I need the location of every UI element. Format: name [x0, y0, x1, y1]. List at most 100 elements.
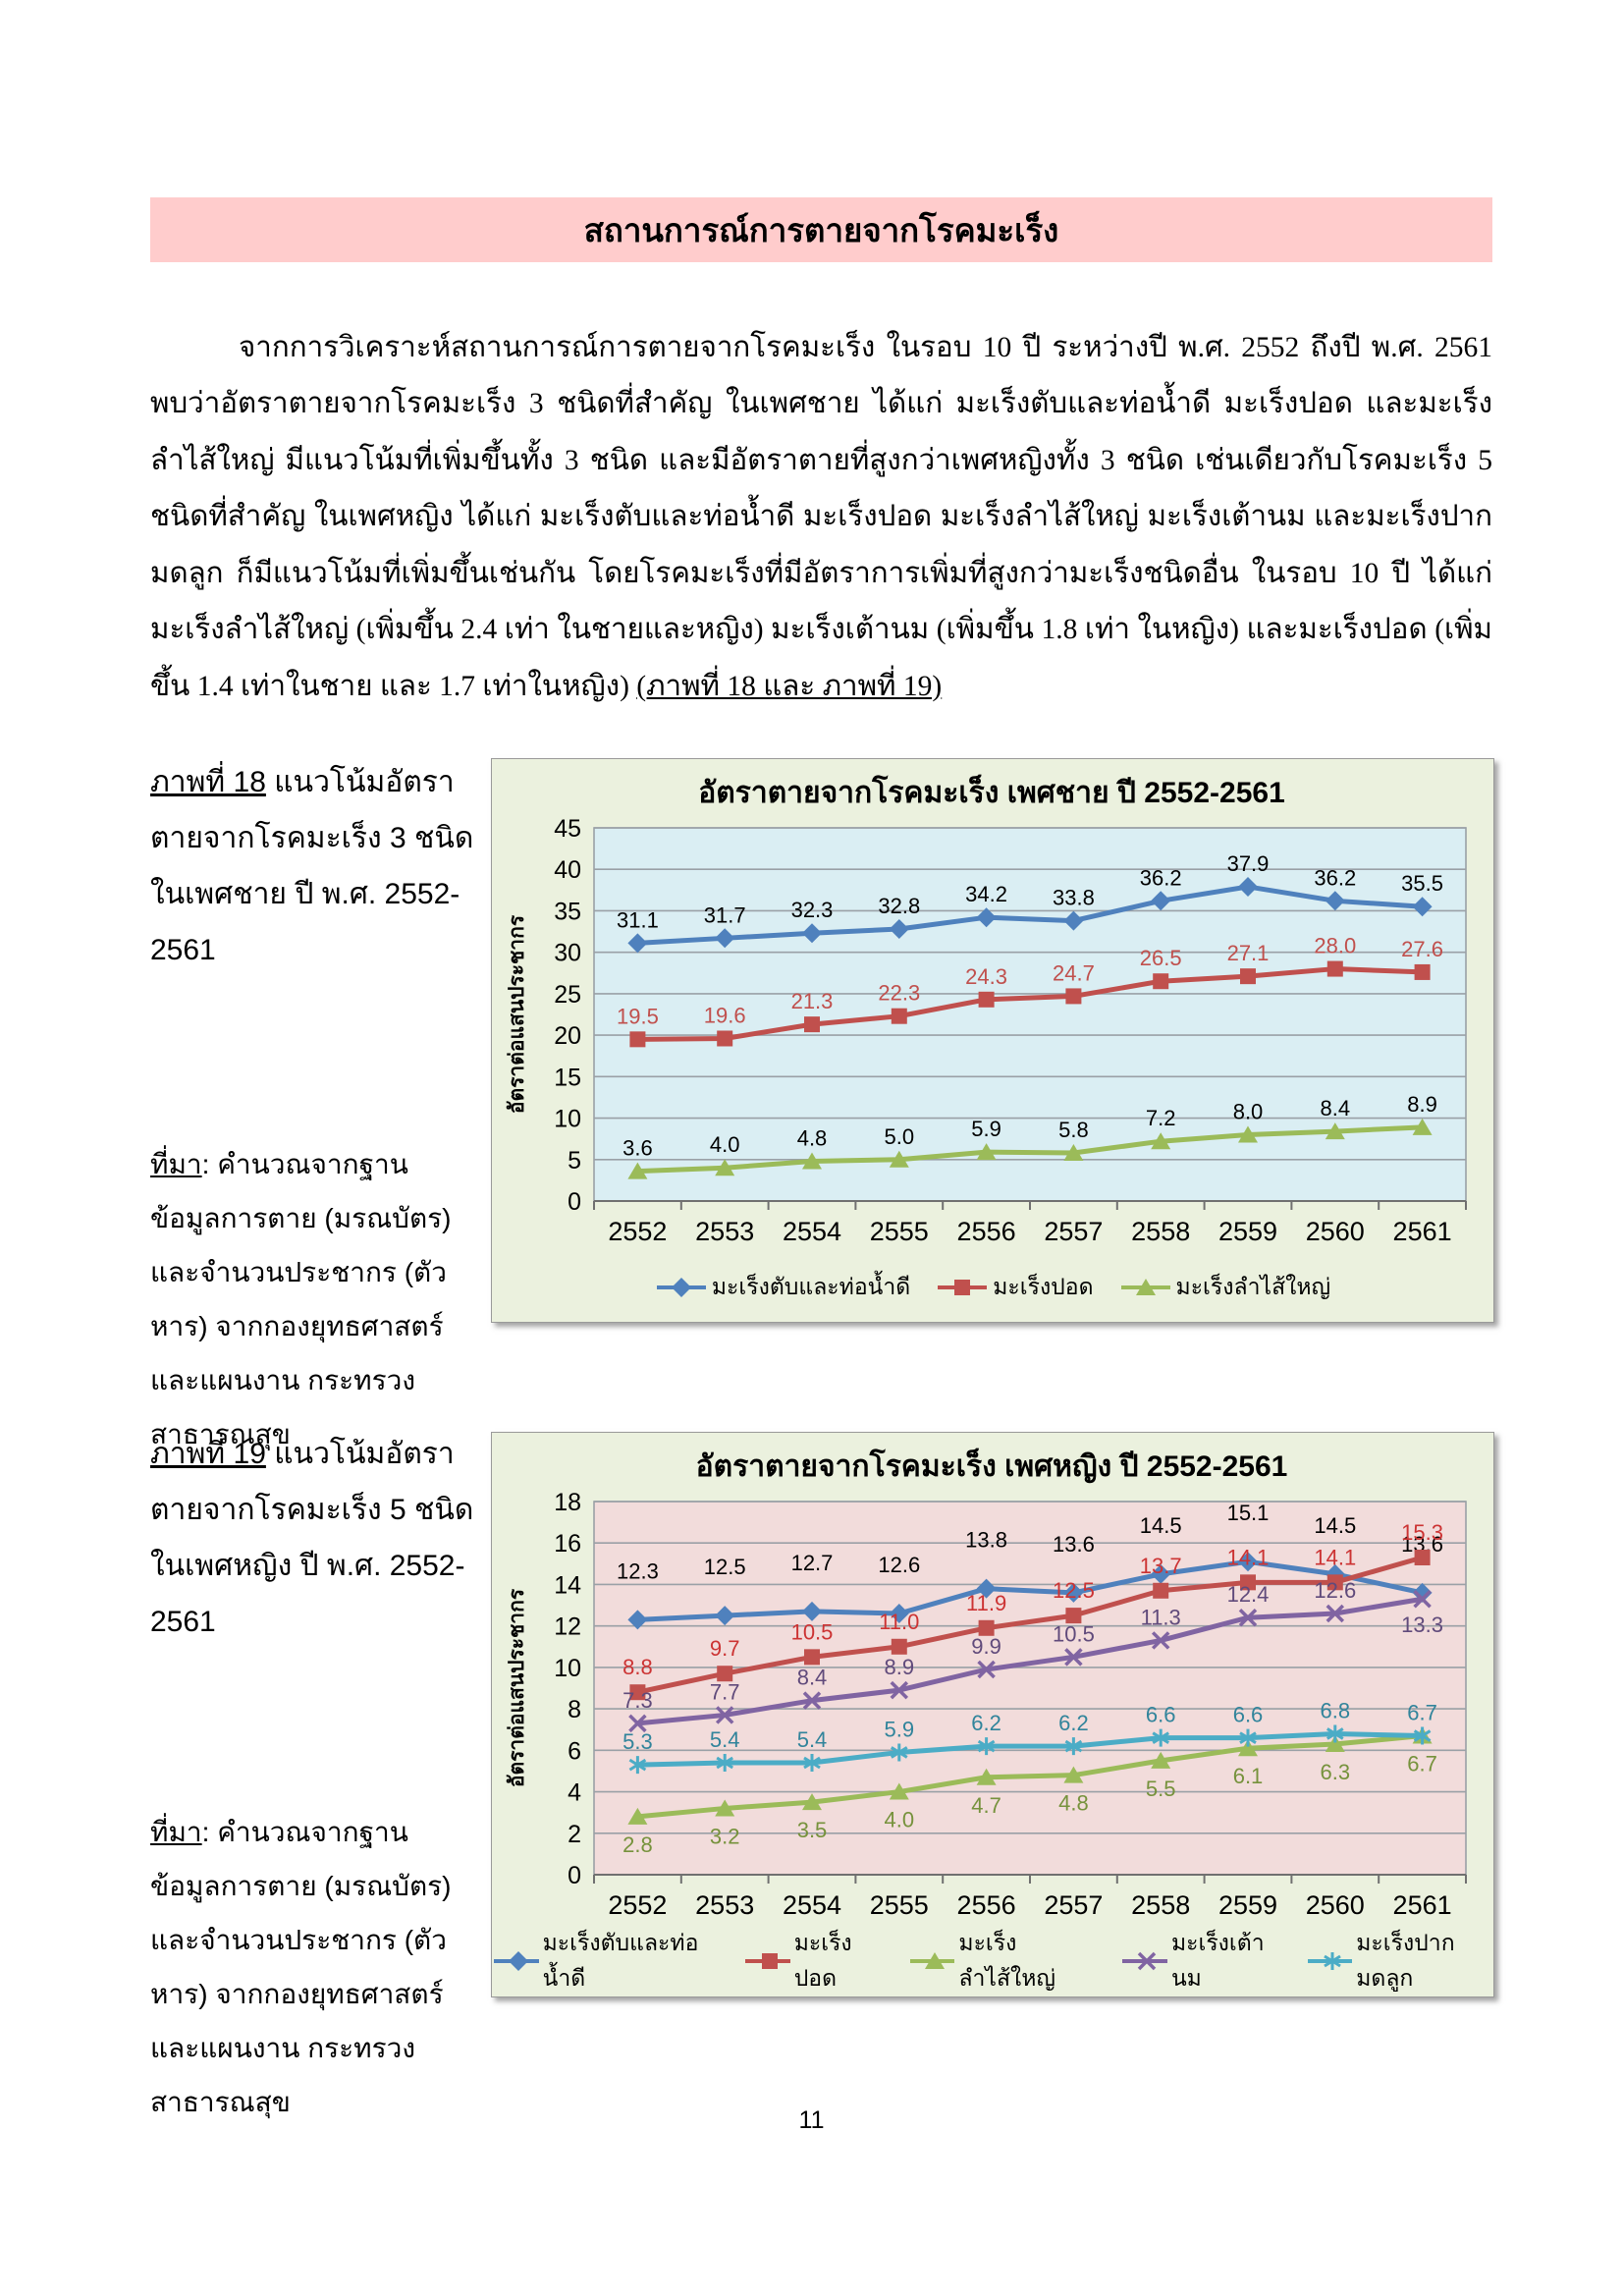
chart-title: อัตราตายจากโรคมะเร็ง เพศหญิง ปี 2552-256… — [696, 1448, 1288, 1484]
svg-text:30: 30 — [554, 940, 581, 967]
figure-19-source-text: : คำนวณจากฐานข้อมูลการตาย (มรณบัตร) และจ… — [150, 1817, 452, 2117]
data-label: 5.8 — [1058, 1118, 1089, 1142]
series-มะเร็งลำไส้ใหญ่: 3.6 4.0 4.8 5.0 5.9 5.8 7.2 8.0 8.4 8.9 — [622, 1092, 1437, 1179]
chart-legend: มะเร็งตับและท่อน้ำดี มะเร็งปอด มะเร็งลำไส้… — [492, 1926, 1493, 1996]
data-label: 7.2 — [1146, 1106, 1176, 1130]
x-tick-label: 2556 — [957, 1217, 1016, 1246]
legend-marker-asterisk — [1307, 1952, 1353, 1970]
x-tick-label: 2560 — [1306, 1890, 1365, 1920]
figure-19-caption-text: แนวโน้มอัตราตายจากโรคมะเร็ง 5 ชนิด ในเพศ… — [150, 1438, 474, 1638]
data-label: 4.7 — [971, 1793, 1001, 1818]
svg-text:25: 25 — [554, 981, 581, 1009]
page-number: 11 — [798, 2106, 825, 2134]
x-tick-label: 2558 — [1131, 1890, 1190, 1920]
data-label: 10.5 — [1053, 1621, 1095, 1646]
legend-marker-diamond — [494, 1951, 539, 1971]
svg-text:14: 14 — [554, 1571, 581, 1599]
y-axis-title: อัตราต่อแสนประชากร — [506, 1588, 528, 1787]
data-label: 5.9 — [885, 1717, 915, 1741]
svg-text:20: 20 — [554, 1022, 581, 1050]
data-label: 6.3 — [1321, 1760, 1351, 1784]
figure-18-source-note: ที่มา: คำนวณจากฐานข้อมูลการตาย (มรณบัตร)… — [150, 1137, 476, 1461]
data-label: 14.5 — [1314, 1513, 1356, 1538]
intro-paragraph-text: จากการวิเคราะห์สถานการณ์การตายจากโรคมะเร… — [150, 331, 1492, 702]
data-label: 32.3 — [791, 898, 834, 922]
data-label: 19.5 — [617, 1004, 659, 1028]
legend-marker-diamond — [656, 1277, 706, 1297]
x-tick-label: 2552 — [608, 1217, 667, 1246]
data-label: 9.9 — [971, 1634, 1001, 1659]
legend-label: มะเร็งปอด — [993, 1273, 1094, 1299]
data-label: 12.6 — [878, 1553, 920, 1577]
data-label: 27.6 — [1401, 937, 1443, 961]
data-label: 28.0 — [1314, 934, 1356, 958]
figure-18-caption: ภาพที่ 18 แนวโน้มอัตราตายจากโรคมะเร็ง 3 … — [150, 754, 476, 978]
series-มะเร็งปอด: 8.8 9.7 10.5 11.0 11.9 12.5 13.7 14.1 14.1 15.3 — [622, 1520, 1443, 1701]
data-label: 24.7 — [1053, 960, 1095, 985]
data-label: 21.3 — [791, 989, 834, 1013]
chart-plot: 0 2 4 6 8 10 12 14 16 18 2552 2553 2554 2555 2556 2557 2… — [506, 1448, 1467, 1920]
y-axis-title: อัตราต่อแสนประชากร — [506, 914, 528, 1114]
data-label: 8.9 — [885, 1655, 915, 1679]
legend-marker-x — [1122, 1951, 1167, 1971]
data-label: 5.9 — [971, 1117, 1001, 1141]
legend-label: มะเร็งปากมดลูก — [1356, 1930, 1455, 1991]
legend-item: มะเร็งลำไส้ใหญ่ — [1119, 1270, 1331, 1305]
x-tick-label: 2557 — [1044, 1217, 1103, 1246]
data-label: 6.8 — [1321, 1698, 1351, 1722]
data-label: 5.0 — [885, 1124, 915, 1149]
data-label: 12.7 — [791, 1551, 834, 1575]
data-label: 34.2 — [965, 882, 1007, 906]
chart-title: อัตราตายจากโรคมะเร็ง เพศชาย ปี 2552-2561 — [698, 774, 1285, 809]
legend-marker-square — [938, 1279, 988, 1295]
legend-item: มะเร็งปากมดลูก — [1306, 1926, 1493, 1996]
legend-item: มะเร็งตับและท่อน้ำดี — [492, 1926, 718, 1996]
figure-18-source-text: : คำนวณจากฐานข้อมูลการตาย (มรณบัตร) และจ… — [150, 1149, 452, 1449]
data-label: 5.3 — [622, 1729, 653, 1754]
chart-legend: มะเร็งตับและท่อน้ำดี มะเร็งปอด มะเร็งลำไส้… — [492, 1252, 1493, 1322]
data-label: 8.4 — [797, 1666, 828, 1690]
data-label: 6.6 — [1146, 1703, 1176, 1727]
series-มะเร็งปอด: 19.5 19.6 21.3 22.3 24.3 24.7 26.5 27.1 28.0 27.6 — [617, 934, 1443, 1048]
data-label: 8.4 — [1321, 1096, 1351, 1121]
data-label: 12.6 — [1314, 1578, 1356, 1603]
data-label: 31.7 — [704, 902, 746, 927]
data-label: 8.8 — [622, 1655, 653, 1679]
data-label: 13.8 — [965, 1528, 1007, 1553]
data-label: 37.9 — [1227, 851, 1270, 876]
data-label: 4.8 — [1058, 1791, 1089, 1816]
legend-label: มะเร็งเต้านม — [1170, 1930, 1265, 1991]
data-label: 12.5 — [704, 1555, 746, 1579]
legend-label: มะเร็งตับและท่อน้ำดี — [542, 1930, 699, 1991]
data-label: 36.2 — [1140, 865, 1182, 890]
legend-label: มะเร็งตับและท่อน้ำดี — [711, 1273, 911, 1299]
data-label: 14.1 — [1314, 1545, 1356, 1569]
data-label: 4.0 — [885, 1808, 915, 1832]
source-label: ที่มา — [150, 1817, 202, 1847]
data-label: 7.3 — [622, 1688, 653, 1713]
x-tick-label: 2559 — [1218, 1890, 1277, 1920]
legend-item: มะเร็งตับและท่อน้ำดี — [655, 1270, 910, 1305]
data-label: 10.5 — [791, 1619, 834, 1644]
x-tick-label: 2559 — [1218, 1217, 1277, 1246]
legend-label: มะเร็งลำไส้ใหญ่ — [1175, 1273, 1331, 1299]
figure-19-label: ภาพที่ 19 — [150, 1438, 266, 1470]
data-label: 6.2 — [971, 1711, 1001, 1735]
data-label: 4.0 — [710, 1132, 740, 1157]
data-label: 8.9 — [1407, 1092, 1437, 1117]
data-label: 11.3 — [1141, 1605, 1181, 1629]
legend-item: มะเร็งเต้านม — [1120, 1926, 1279, 1996]
male-cancer-mortality-chart: 0 5 10 15 20 25 30 35 40 45 2552 2553 2554 2555 2556 25… — [491, 758, 1494, 1323]
figure-reference-link: (ภาพที่ 18 และ ภาพที่ 19) — [636, 670, 943, 702]
svg-text:10: 10 — [554, 1106, 581, 1133]
data-label: 4.8 — [797, 1125, 828, 1150]
x-tick-label: 2560 — [1306, 1217, 1365, 1246]
svg-text:6: 6 — [568, 1737, 581, 1765]
series-มะเร็งปากมดลูก: 5.3 5.4 5.4 5.9 6.2 6.2 6.6 6.6 6.8 6.7 — [622, 1698, 1437, 1775]
figure-19-caption: ภาพที่ 19 แนวโน้มอัตราตายจากโรคมะเร็ง 5 … — [150, 1426, 476, 1650]
data-label: 6.2 — [1058, 1711, 1089, 1735]
svg-text:35: 35 — [554, 898, 581, 925]
chart-plot: 0 5 10 15 20 25 30 35 40 45 2552 2553 2554 2555 2556 25… — [506, 774, 1467, 1246]
svg-text:8: 8 — [568, 1696, 581, 1723]
data-label: 2.8 — [622, 1832, 653, 1857]
